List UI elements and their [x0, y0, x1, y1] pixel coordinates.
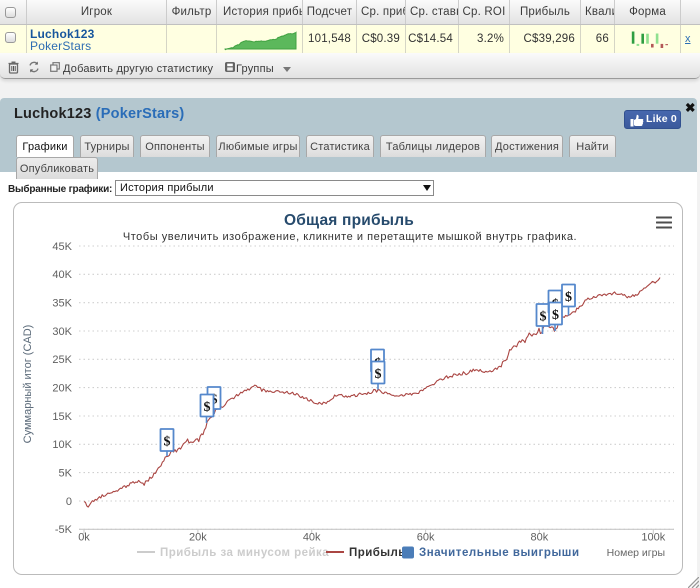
- svg-text:60k: 60k: [417, 532, 435, 544]
- svg-text:20K: 20K: [52, 382, 72, 394]
- svg-text:15K: 15K: [52, 411, 72, 423]
- svg-text:0k: 0k: [78, 532, 90, 544]
- svg-text:$: $: [565, 290, 572, 305]
- svg-text:$: $: [552, 308, 559, 323]
- svg-text:Суммарный итог (CAD): Суммарный итог (CAD): [22, 325, 34, 444]
- svg-text:$: $: [540, 310, 547, 325]
- svg-text:Прибыль за минусом рейка: Прибыль за минусом рейка: [160, 547, 329, 559]
- svg-text:35K: 35K: [52, 298, 72, 310]
- svg-text:$: $: [164, 435, 171, 450]
- svg-text:45K: 45K: [52, 241, 72, 253]
- svg-text:Общая прибыль: Общая прибыль: [284, 212, 414, 229]
- svg-text:80k: 80k: [531, 532, 549, 544]
- svg-text:40k: 40k: [303, 532, 321, 544]
- svg-text:Значительные выигрыши: Значительные выигрыши: [419, 547, 580, 559]
- svg-text:5K: 5K: [59, 467, 73, 479]
- svg-text:$: $: [204, 400, 211, 415]
- svg-text:-5K: -5K: [55, 524, 73, 536]
- svg-text:Номер игры: Номер игры: [607, 547, 665, 559]
- svg-text:20k: 20k: [189, 532, 207, 544]
- svg-text:0: 0: [66, 496, 72, 508]
- svg-text:25K: 25K: [52, 354, 72, 366]
- svg-text:Прибыль: Прибыль: [349, 547, 406, 559]
- svg-text:40K: 40K: [52, 269, 72, 281]
- svg-text:$: $: [375, 367, 382, 382]
- svg-text:10K: 10K: [52, 439, 72, 451]
- svg-text:Чтобы увеличить изображение, к: Чтобы увеличить изображение, кликните и …: [123, 231, 577, 243]
- svg-text:30K: 30K: [52, 326, 72, 338]
- svg-text:100k: 100k: [641, 532, 665, 544]
